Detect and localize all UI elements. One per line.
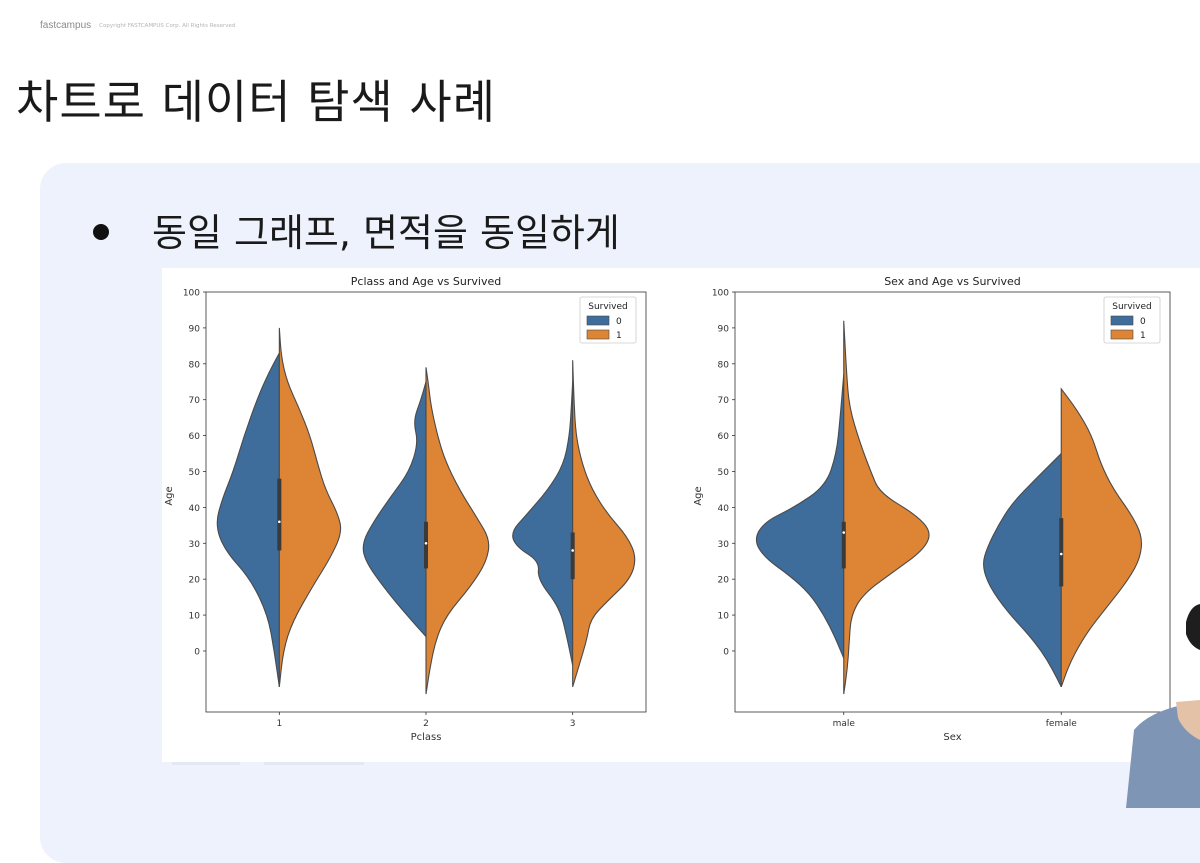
- violin-half-1: [1060, 387, 1143, 688]
- chart-area: Pclass and Age vs Survived 0 10 20 30 40 50 60 7…: [162, 268, 1200, 762]
- y-tick-label: 10: [189, 612, 201, 622]
- violin-half-0: [216, 352, 280, 687]
- y-tick-label: 0: [194, 647, 200, 657]
- violin-half-1: [278, 327, 342, 687]
- brand-header: fastcampus Copyright FASTCAMPUS Corp. Al…: [40, 20, 235, 31]
- y-tick-label: 100: [183, 289, 200, 299]
- chart-1: Pclass and Age vs Survived01020304050607…: [164, 275, 647, 743]
- y-axis-label: Age: [693, 486, 704, 505]
- y-tick-label: 90: [189, 324, 201, 334]
- y-tick-label: 80: [189, 360, 201, 370]
- median-dot: [278, 520, 281, 524]
- median-dot: [424, 541, 428, 545]
- y-axis-label: Age: [164, 486, 175, 505]
- median-dot: [1059, 552, 1063, 556]
- legend-entry: 1: [616, 331, 622, 341]
- violin-half-1: [843, 320, 930, 695]
- violin-half-1: [425, 367, 490, 695]
- bullet-text: 동일 그래프, 면적을 동일하게: [152, 211, 620, 255]
- chart-title: Pclass and Age vs Survived: [351, 275, 501, 288]
- y-tick-label: 50: [189, 468, 201, 478]
- y-tick-label: 30: [189, 540, 201, 550]
- y-tick-label: 70: [718, 396, 730, 406]
- violin-half-0: [983, 452, 1062, 688]
- iqr-box: [841, 521, 846, 569]
- chart-2: Sex and Age vs Survived01020304050607080…: [693, 275, 1171, 743]
- legend-swatch: [1110, 329, 1134, 340]
- chart-title: Sex and Age vs Survived: [884, 275, 1021, 288]
- violin-half-0: [362, 381, 427, 639]
- violin-half-1: [572, 360, 636, 688]
- legend-swatch: [1110, 315, 1134, 326]
- slide-thumbnail-stub: [264, 762, 364, 765]
- x-axis-label: Sex: [943, 732, 961, 743]
- y-tick-label: 70: [189, 396, 201, 406]
- legend-swatch: [586, 315, 610, 326]
- y-tick-label: 80: [718, 360, 730, 370]
- y-tick-label: 60: [189, 432, 201, 442]
- y-tick-label: 50: [718, 468, 730, 478]
- y-tick-label: 40: [718, 504, 730, 514]
- y-tick-label: 90: [718, 324, 730, 334]
- y-tick-label: 0: [723, 647, 729, 657]
- y-tick-label: 60: [718, 432, 730, 442]
- presenter-video: [1126, 604, 1200, 808]
- iqr-box: [424, 521, 428, 569]
- y-tick-label: 30: [718, 540, 730, 550]
- copyright-text: Copyright FASTCAMPUS Corp. All Rights Re…: [99, 22, 236, 29]
- y-tick-label: 20: [718, 576, 730, 586]
- legend-swatch: [586, 329, 610, 340]
- iqr-box: [570, 532, 575, 580]
- violin-half-0: [755, 374, 845, 659]
- bullet-icon: [93, 224, 109, 240]
- median-dot: [571, 549, 574, 552]
- x-tick-label: 3: [570, 719, 576, 729]
- iqr-box: [1059, 518, 1064, 587]
- x-tick-label: 2: [423, 719, 429, 729]
- x-axis-label: Pclass: [411, 732, 442, 743]
- fastcampus-logo: fastcampus: [40, 20, 92, 31]
- legend-entry: 0: [1140, 317, 1146, 327]
- median-dot: [842, 531, 846, 534]
- legend-title: Survived: [588, 302, 628, 312]
- slide-title: 차트로 데이터 탐색 사례: [16, 75, 497, 129]
- x-tick-label: male: [833, 719, 856, 729]
- y-tick-label: 10: [718, 612, 730, 622]
- legend-title: Survived: [1112, 302, 1152, 312]
- iqr-box: [277, 478, 282, 551]
- x-tick-label: 1: [276, 719, 282, 729]
- violin-half-0: [512, 381, 574, 666]
- legend-entry: 0: [616, 317, 622, 327]
- y-tick-label: 40: [189, 504, 201, 514]
- y-tick-label: 20: [189, 576, 201, 586]
- y-tick-label: 100: [712, 289, 729, 299]
- slide-thumbnail-stub: [172, 762, 240, 765]
- legend-entry: 1: [1140, 331, 1146, 341]
- charts-svg: Pclass and Age vs Survived01020304050607…: [164, 275, 1171, 743]
- axes-frame: [734, 291, 1171, 713]
- x-tick-label: female: [1046, 719, 1077, 729]
